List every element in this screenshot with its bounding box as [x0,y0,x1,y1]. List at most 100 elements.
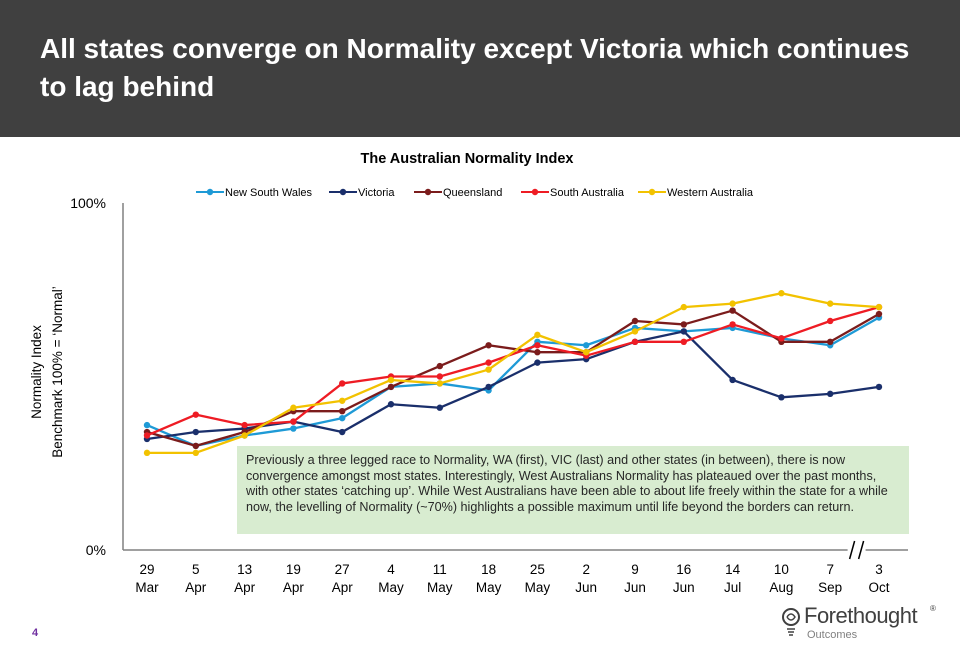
data-point-western-australia [778,290,785,297]
x-tick-month: Apr [283,580,305,595]
data-point-south-australia [143,432,151,439]
x-tick-month: May [525,580,551,595]
data-point-queensland [827,338,834,345]
data-point-south-australia [778,335,785,342]
series-line-south-australia [146,305,880,437]
x-tick-day: 2 [582,562,590,577]
data-point-victoria [534,359,541,366]
data-point-new-south-wales [143,421,151,429]
logo-registered-mark: ® [930,604,936,613]
x-tick-day: 16 [676,562,691,577]
x-tick-day: 7 [826,562,834,577]
data-point-victoria [827,390,834,398]
data-point-south-australia [534,342,541,349]
data-point-western-australia [680,303,687,311]
x-tick-day: 19 [286,562,301,577]
x-tick-day: 29 [139,562,154,577]
data-point-queensland [875,310,883,318]
x-tick-month: May [378,580,404,595]
data-point-victoria [778,394,785,401]
x-tick-day: 27 [335,562,350,577]
x-tick-month: Mar [135,580,159,595]
data-point-new-south-wales [290,425,297,432]
normality-chart: The Australian Normality Index Normality … [29,151,908,595]
data-point-south-australia [827,317,834,325]
x-tick-month: Jun [575,580,597,595]
data-point-victoria [339,428,346,436]
data-point-western-australia [290,404,297,411]
data-point-south-australia [631,338,639,345]
series-line-queensland [146,309,880,448]
x-tick-month: Jun [624,580,646,595]
data-point-victoria [485,383,492,391]
x-tick-day: 13 [237,562,252,577]
data-point-western-australia [436,380,443,387]
logo-wordmark: Forethought [804,603,918,628]
chart-title: The Australian Normality Index [361,151,574,167]
data-point-south-australia [485,359,492,366]
series-line-victoria [146,330,880,441]
data-point-queensland [729,307,736,314]
data-point-queensland [631,317,639,325]
data-point-south-australia [192,411,199,418]
data-point-south-australia [729,321,736,328]
legend-swatch-marker [424,188,432,196]
series-line-new-south-wales [146,316,880,448]
legend-label: Queensland [443,187,502,199]
x-tick-day: 11 [433,562,447,577]
x-tick-month: Jun [673,580,695,595]
title-banner: All states converge on Normality except … [0,0,960,137]
legend-swatch-marker [206,188,214,196]
legend-label: South Australia [550,187,625,199]
x-tick-month: Sep [818,580,842,595]
slide-title: All states converge on Normality except … [40,33,910,102]
data-point-queensland [534,349,541,356]
data-point-western-australia [729,300,736,307]
data-point-south-australia [290,418,297,425]
legend-label: Victoria [358,187,395,199]
legend-label: New South Wales [225,187,313,199]
data-point-south-australia [241,421,248,429]
x-tick-month: Apr [234,580,256,595]
data-point-western-australia [241,432,248,439]
data-point-western-australia [387,376,395,384]
data-point-victoria [387,401,395,408]
x-tick-month: Apr [185,580,207,595]
axis-break-slash [857,540,865,560]
data-point-queensland [436,362,443,370]
data-point-western-australia [534,331,541,339]
data-point-western-australia [583,349,590,356]
x-tick-day: 25 [530,562,545,577]
data-point-queensland [339,408,346,415]
data-point-queensland [387,383,395,391]
legend-swatch-marker [531,188,539,196]
data-point-queensland [485,342,492,349]
page-number: 4 [32,627,39,639]
data-point-new-south-wales [583,342,590,349]
data-point-victoria [680,328,687,335]
data-point-western-australia [631,328,639,335]
x-tick-month: Apr [332,580,354,595]
x-tick-month: May [427,580,453,595]
lightbulb-icon [782,608,800,636]
legend-label: Western Australia [667,187,754,199]
x-tick-month: Oct [868,580,889,595]
forethought-logo: Forethought ® Outcomes [778,603,938,643]
x-tick-day: 3 [875,562,883,577]
y-axis-label-line-2: Benchmark 100% = ‘Normal’ [50,286,65,457]
series-line-western-australia [147,292,880,454]
x-tick-day: 18 [481,562,496,577]
legend-swatch-marker [648,188,656,196]
commentary-box: Previously a three legged race to Normal… [237,446,909,534]
x-tick-month: Jul [724,580,741,595]
y-axis-label-line-1: Normality Index [29,325,44,419]
data-point-victoria [875,383,883,391]
logo-subtitle: Outcomes [807,629,858,641]
axis-break-slash [848,540,856,560]
legend-swatch-marker [339,188,347,196]
data-point-south-australia [436,373,443,380]
data-point-south-australia [339,380,346,387]
data-point-western-australia [485,366,492,373]
data-point-new-south-wales [339,414,346,422]
x-tick-month: May [476,580,502,595]
